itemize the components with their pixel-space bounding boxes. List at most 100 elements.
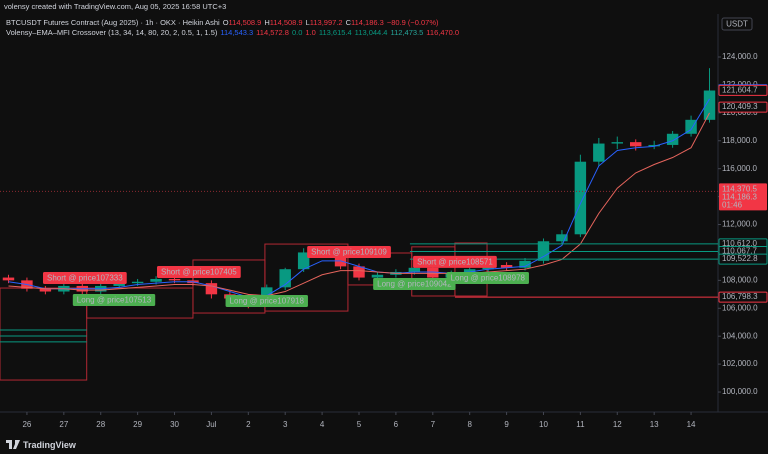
- close-price-label: 114,186.3: [722, 193, 758, 202]
- y-tick-label: 106,000.0: [722, 303, 758, 312]
- x-tick-label: 2: [246, 420, 251, 429]
- legend-part: 112,473.5: [390, 28, 424, 37]
- signal-label: Long @ price107513: [77, 296, 152, 305]
- x-tick-label: 5: [357, 420, 362, 429]
- y-tick-label: 104,000.0: [722, 331, 758, 340]
- y-tick-label: 124,000.0: [722, 52, 758, 61]
- price-label: 110,612.0: [722, 239, 758, 248]
- signal-box: [72, 294, 156, 307]
- candle-body: [131, 281, 144, 284]
- candle-body: [353, 266, 365, 278]
- candle-body: [168, 278, 181, 281]
- candle-body: [2, 277, 15, 281]
- signal-box: [225, 295, 308, 308]
- current-price-box: [719, 183, 767, 211]
- candle-body: [648, 144, 660, 147]
- price-label: 120,409.3: [722, 102, 758, 111]
- candle-body: [297, 252, 310, 270]
- signal-label: Long @ price108978: [451, 274, 526, 283]
- candle-body: [371, 274, 384, 278]
- price-label: 106,798.3: [722, 292, 758, 301]
- candle-body: [519, 260, 531, 268]
- signal-box: [446, 271, 529, 284]
- currency-box: [721, 17, 753, 31]
- legend-part: 114,543.3: [220, 28, 254, 37]
- price-label-box: [718, 101, 768, 113]
- candle-body: [113, 283, 125, 286]
- signal: Long @ price107918: [225, 295, 308, 308]
- signal: Long @ price107513: [72, 294, 156, 307]
- candle-body: [593, 143, 605, 162]
- x-tick-label: 11: [576, 420, 585, 429]
- candle-body: [666, 133, 679, 145]
- logo: [6, 440, 20, 449]
- signal: Long @ price109042: [373, 277, 456, 290]
- candle-body: [463, 269, 476, 274]
- x-tick-label: 8: [467, 420, 472, 429]
- legend-part: 116,470.0: [426, 28, 460, 37]
- legend-part: 1.0: [305, 28, 316, 37]
- countdown: 01:46: [722, 201, 743, 210]
- legend-part: −80.9 (−0.07%): [386, 18, 439, 27]
- x-tick-label: 28: [96, 420, 105, 429]
- x-tick-label: 30: [170, 420, 179, 429]
- x-tick-label: 10: [539, 420, 548, 429]
- y-tick-label: 112,000.0: [722, 220, 758, 229]
- legend-part: C: [345, 18, 351, 27]
- credit: volensy created with TradingView.com, Au…: [4, 2, 227, 11]
- current-price-label: 114,370.5: [722, 185, 758, 194]
- candle-body: [500, 265, 513, 268]
- signal-box: [307, 246, 391, 259]
- ema-line: [8, 112, 710, 297]
- signal-box: [413, 255, 497, 268]
- price-label: 109,522.8: [722, 254, 758, 263]
- price-label-box: [718, 291, 768, 303]
- legend-part: 114,508.9: [269, 18, 303, 27]
- legend-part: 113,997.2: [309, 18, 343, 27]
- price-label-box: [718, 253, 768, 265]
- x-tick-label: 26: [22, 420, 31, 429]
- y-tick-label: 116,000.0: [722, 164, 758, 173]
- ema-line: [8, 98, 710, 298]
- signal: Short @ price107405: [157, 265, 241, 278]
- signal: Short @ price109109: [307, 246, 391, 259]
- x-tick-label: 6: [394, 420, 399, 429]
- legend-part: O: [222, 18, 229, 27]
- y-tick-label: 100,000.0: [722, 387, 758, 396]
- candle-body: [427, 267, 439, 278]
- candle-body: [556, 234, 568, 242]
- legend-part: 114,508.9: [228, 18, 262, 27]
- symbol-legend: BTCUSDT Futures Contract (Aug 2025) · 1h…: [6, 18, 442, 27]
- candle-body: [408, 267, 421, 272]
- candle-body: [205, 283, 218, 295]
- legend-part: H: [264, 18, 270, 27]
- signal-label: Long @ price107918: [230, 297, 305, 306]
- x-tick-label: 4: [320, 420, 325, 429]
- candle-body: [39, 288, 52, 292]
- x-tick-label: 12: [613, 420, 622, 429]
- x-tick-label: 7: [431, 420, 436, 429]
- x-tick-label: 13: [650, 420, 659, 429]
- x-tick-label: 29: [133, 420, 142, 429]
- candle-body: [630, 142, 642, 147]
- signal-box: [42, 271, 127, 284]
- x-tick-label: Jul: [206, 420, 216, 429]
- candle-body: [150, 278, 162, 282]
- candle-body: [279, 269, 291, 288]
- candle-body: [611, 142, 623, 144]
- candle-body: [685, 119, 697, 134]
- legend-part: 114,186.3: [351, 18, 384, 27]
- y-tick-label: 102,000.0: [722, 359, 758, 368]
- price-label: 110,067.7: [722, 247, 758, 256]
- signal: Short @ price107333: [42, 271, 127, 284]
- legend-part: BTCUSDT Futures Contract (Aug 2025) · 1h…: [6, 18, 220, 27]
- brand: TradingView: [6, 439, 76, 450]
- y-tick-label: 108,000.0: [722, 275, 758, 284]
- legend-part: 0.0: [291, 28, 303, 37]
- price-label: 121,604.7: [722, 86, 758, 95]
- legend-part: L: [305, 18, 310, 27]
- legend-part: 114,572.8: [256, 28, 289, 37]
- signal-label: Short @ price108571: [417, 258, 493, 267]
